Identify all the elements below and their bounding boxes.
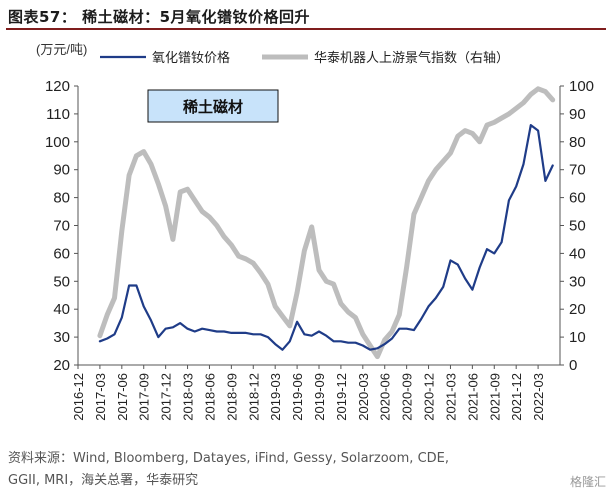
x-tick-label: 2017-09 xyxy=(137,373,152,421)
x-tick-label: 2018-03 xyxy=(181,373,196,421)
legend-label-price: 氧化镨钕价格 xyxy=(152,50,230,65)
x-axis-ticks: 2016-12 2017-03 2017-06 2017-09 2017-12 2018-… xyxy=(71,365,546,421)
watermark-text: 格隆汇 xyxy=(569,475,606,489)
x-tick-label: 2018-12 xyxy=(246,373,261,421)
x-tick-label: 2020-09 xyxy=(400,373,415,421)
left-tick-label: 50 xyxy=(53,273,70,290)
x-tick-label: 2020-12 xyxy=(422,373,437,421)
right-axis-ticks: 0 10 20 30 40 50 60 70 80 90 100 xyxy=(560,78,594,374)
annotation-rect xyxy=(147,89,279,123)
x-tick-label: 2019-09 xyxy=(312,373,327,421)
x-tick-label: 2020-06 xyxy=(378,373,393,421)
right-tick-label: 0 xyxy=(569,357,577,374)
left-tick-label: 90 xyxy=(53,162,70,179)
right-tick-label: 100 xyxy=(569,78,594,95)
right-tick-label: 80 xyxy=(569,134,586,151)
annotation-text: 稀土磁材 xyxy=(183,98,243,116)
x-tick-label: 2018-06 xyxy=(202,373,217,421)
right-tick-label: 20 xyxy=(569,301,586,318)
x-tick-label: 2018-09 xyxy=(224,373,239,421)
left-tick-label: 100 xyxy=(45,134,70,151)
x-tick-label: 2020-03 xyxy=(356,373,371,421)
left-tick-label: 40 xyxy=(53,301,70,318)
left-tick-label: 60 xyxy=(53,245,70,262)
right-tick-label: 50 xyxy=(569,218,586,235)
left-tick-label: 120 xyxy=(45,78,70,95)
x-tick-label: 2017-03 xyxy=(93,373,108,421)
right-tick-label: 70 xyxy=(569,162,586,179)
source-line-2: GGII, MRI，海关总署，华泰研究 xyxy=(8,473,199,488)
series-line-price xyxy=(98,124,554,351)
left-tick-label: 30 xyxy=(53,329,70,346)
figure-title: 图表57： 稀土磁材：5月氧化镨钕价格回升 xyxy=(8,8,311,26)
x-tick-label: 2016-12 xyxy=(71,373,86,421)
x-tick-label: 2017-06 xyxy=(115,373,130,421)
series-line-index xyxy=(97,86,556,360)
legend-label-index: 华泰机器人上游景气指数（右轴） xyxy=(314,50,509,65)
right-tick-label: 60 xyxy=(569,190,586,207)
series-layer xyxy=(97,86,556,360)
left-axis-ticks: 20 30 40 50 60 70 80 90 100 110 120 xyxy=(45,78,78,374)
title-rule xyxy=(6,28,606,30)
y-axis-label: (万元/吨) xyxy=(36,42,87,57)
source-line-1: 资料来源：Wind, Bloomberg, Datayes, iFind, Ge… xyxy=(8,451,449,466)
x-tick-label: 2021-06 xyxy=(465,373,480,421)
x-tick-label: 2021-09 xyxy=(487,373,502,421)
annotation-box: 稀土磁材 xyxy=(147,89,279,123)
right-tick-label: 30 xyxy=(569,273,586,290)
right-tick-label: 90 xyxy=(569,106,586,123)
right-tick-label: 40 xyxy=(569,245,586,262)
right-tick-label: 10 xyxy=(569,329,586,346)
x-tick-label: 2022-03 xyxy=(531,373,546,421)
x-tick-label: 2021-12 xyxy=(509,373,524,421)
left-tick-label: 70 xyxy=(53,218,70,235)
left-tick-label: 20 xyxy=(53,357,70,374)
x-tick-label: 2019-12 xyxy=(334,373,349,421)
left-tick-label: 110 xyxy=(46,106,70,123)
x-tick-label: 2017-12 xyxy=(159,373,174,421)
left-tick-label: 80 xyxy=(53,190,70,207)
x-tick-label: 2019-03 xyxy=(268,373,283,421)
line-chart: (万元/吨) 氧化镨钕价格 华泰机器人上游景气指数（右轴） 稀土磁材 20 30 4… xyxy=(36,42,594,421)
x-tick-label: 2019-06 xyxy=(290,373,305,421)
x-tick-label: 2021-03 xyxy=(443,373,458,421)
chart-legend: 氧化镨钕价格 华泰机器人上游景气指数（右轴） xyxy=(100,50,509,65)
source-note: 资料来源：Wind, Bloomberg, Datayes, iFind, Ge… xyxy=(8,448,604,492)
